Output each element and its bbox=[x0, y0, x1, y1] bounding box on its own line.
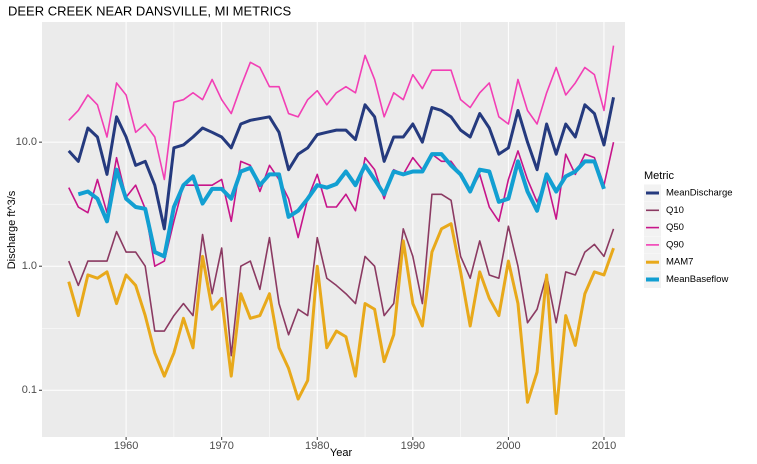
series-line bbox=[77, 152, 606, 259]
x-axis-title: Year bbox=[330, 447, 353, 459]
x-tick-label: 2000 bbox=[496, 440, 520, 452]
legend-label: Q50 bbox=[666, 222, 684, 233]
legend-label: Q10 bbox=[666, 205, 684, 216]
legend-title: Metric bbox=[644, 170, 674, 182]
y-tick-label: 10.0 bbox=[16, 136, 37, 148]
legend-label: Q90 bbox=[666, 239, 684, 250]
series-line bbox=[68, 45, 615, 181]
x-tick-label: 1980 bbox=[305, 440, 329, 452]
x-tick-label: 1960 bbox=[114, 440, 138, 452]
legend-label: MeanBaseflow bbox=[666, 274, 728, 285]
series-line bbox=[68, 193, 615, 357]
legend-label: MeanDischarge bbox=[666, 188, 733, 199]
series-line bbox=[67, 96, 616, 231]
x-tick-label: 2010 bbox=[592, 440, 616, 452]
plot-panel bbox=[42, 22, 625, 437]
y-axis-title: Discharge ft^3/s bbox=[6, 190, 18, 269]
y-tick-label: 1.0 bbox=[22, 260, 37, 272]
series-line bbox=[67, 222, 615, 415]
y-tick-label: 0.1 bbox=[22, 384, 37, 396]
x-tick-label: 1970 bbox=[209, 440, 233, 452]
legend-label: MAM7 bbox=[666, 257, 693, 268]
series-line bbox=[68, 141, 615, 267]
chart-title: DEER CREEK NEAR DANSVILLE, MI METRICS bbox=[8, 3, 291, 18]
x-tick-label: 1990 bbox=[401, 440, 425, 452]
